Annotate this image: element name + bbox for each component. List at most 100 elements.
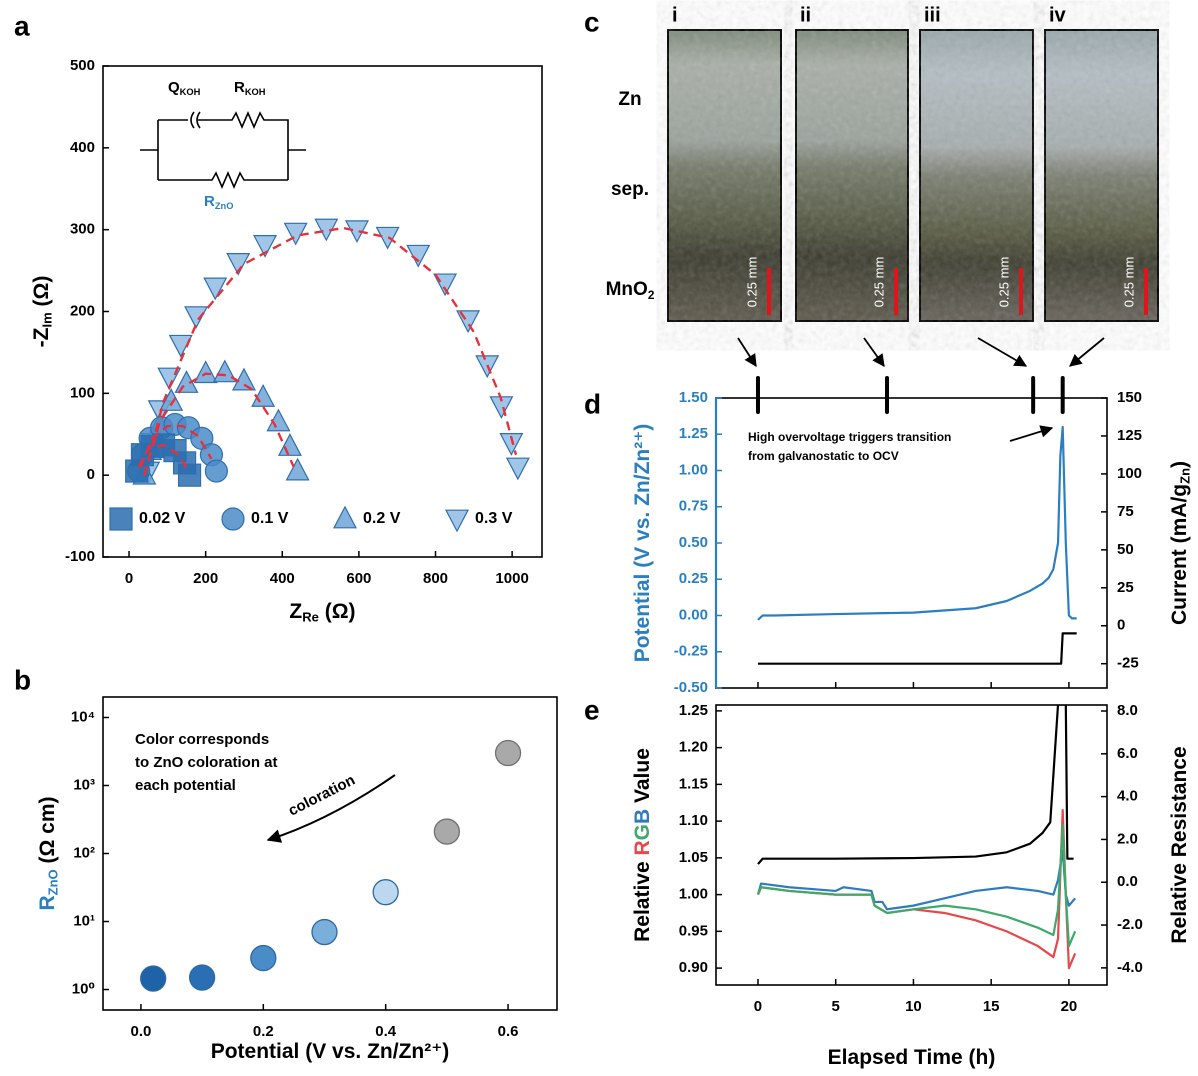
marker [204,459,228,483]
label-part: Relative [631,856,654,942]
marker [277,433,302,456]
y-tick-label: 10² [73,844,95,861]
y2-tick-label: 125 [1117,427,1142,444]
panel-label: c [584,6,600,37]
zone-label: sep. [611,179,649,200]
circuit-diagram [140,110,306,190]
marker [168,334,193,358]
scale-bar-label: 0.25 mm [744,257,759,308]
label-part: Relative Resistance [1168,746,1191,943]
panel: 1.50 1.25 1.00 0.75 0.50 0.25 0.00 -0.25 -0.50 15… [631,376,1194,696]
annotation-arrow [1009,425,1054,442]
y-tick-label: 1.25 [679,702,708,719]
texture [1045,30,1158,321]
circuit-label: QKOH [168,79,201,97]
marker [193,360,218,384]
legend-label: 0.3 V [475,510,513,527]
y-tick-label: 300 [70,221,95,238]
y2-axis-label: Current (mA/gZn) [1168,461,1194,625]
label-part: Im [40,312,55,327]
label-part: R [204,193,215,210]
x-tick-label: 0.4 [375,1023,397,1040]
circuit-label: RKOH [234,79,266,97]
y2-tick-label: 0 [1117,617,1125,634]
x-tick-label: 400 [270,570,295,587]
annotation: High overvoltage triggers transition [748,430,951,444]
panel-label: d [584,388,601,419]
legend-label: 0.2 V [363,510,401,527]
y2-tick-label: 0.0 [1117,873,1138,890]
x-tick-label: 5 [832,998,840,1015]
y2-tick-label: 2.0 [1117,830,1138,847]
panel: 0 5 10 15 20 0.90 0.95 1.00 1.05 1.10 1.15 1.20 1.25… [631,702,1191,1069]
marker [212,359,237,383]
y-axis-label: -ZIm (Ω) [30,276,56,348]
marker [456,310,481,334]
y-tick-label: 1.00 [679,461,708,478]
x-tick-label: 800 [423,570,448,587]
annotation: from galvanostatic to OCV [748,449,899,463]
x-tick-label: 10 [905,998,922,1015]
point [494,739,522,767]
zone-label: Zn [618,89,641,110]
y2-tick-label: 50 [1117,541,1134,558]
y-tick-label: 1.25 [679,425,708,442]
y-tick-label: 400 [70,139,95,156]
image-label: iv [1049,4,1067,26]
point [140,965,167,992]
label-part: 2 [648,289,655,302]
x-tick-label: 0 [754,998,762,1015]
y-tick-label: 1.20 [679,739,708,756]
y-tick-label: 10³ [73,776,95,793]
point [311,918,338,946]
x-axis-label: ZRe (Ω) [289,600,355,626]
y-tick-label: 10⁰ [72,980,95,997]
y-tick-label: 1.50 [679,389,708,406]
label-part: (Ω cm) [36,796,59,869]
x-axis-label: Potential (V vs. Zn/Zn²⁺) [211,1040,450,1063]
marker [203,277,228,301]
y2-tick-label: 75 [1117,503,1134,520]
arrow [737,337,757,368]
legend-marker [221,507,245,531]
fit-line [137,443,190,472]
fit-line [143,226,518,476]
plot-frame [715,704,1108,986]
data-line [757,425,1077,621]
y-tick-label: 0.50 [679,534,708,551]
data-line [757,632,1077,665]
y2-tick-label: 100 [1117,465,1142,482]
scale-bar-label: 0.25 mm [996,257,1011,308]
label-part: Elapsed Time (h) [828,1046,996,1069]
label-part: MnO [606,279,648,300]
point [250,944,277,972]
legend-marker [109,507,133,531]
plot-area [140,739,522,992]
y-tick-label: 0.90 [679,959,708,976]
plot-area [757,425,1077,665]
marker [344,220,369,244]
y-tick-label: 1.10 [679,812,708,829]
annotation: to ZnO coloration at [135,754,278,771]
label-part: B [631,809,654,824]
image-label: ii [800,4,811,26]
x-tick-label: 0.6 [498,1023,519,1040]
y-tick-label: -0.25 [674,643,708,660]
panel: 0.0 0.2 0.4 0.6 10⁰ 10¹ 10² 10³ 10⁴ Potential (V … [36,696,558,1063]
y-tick-label: 0.00 [679,606,708,623]
y2-tick-label: 8.0 [1117,702,1138,719]
marker [375,226,400,250]
marker [251,384,276,407]
image-arrows [737,337,1105,368]
x-tick-label: 600 [346,570,371,587]
y-tick-label: 1.00 [679,886,708,903]
legend-label: 0.02 V [139,510,186,527]
y-tick-label: 1.15 [679,775,708,792]
marker [253,234,278,258]
label-part: Potential (V vs. Zn/Zn²⁺) [211,1040,450,1063]
y-tick-label: 500 [70,57,95,74]
coloration-arrow [266,774,396,843]
data-line [757,705,1074,865]
label-part: Potential (V vs. Zn/Zn²⁺) [631,424,654,663]
